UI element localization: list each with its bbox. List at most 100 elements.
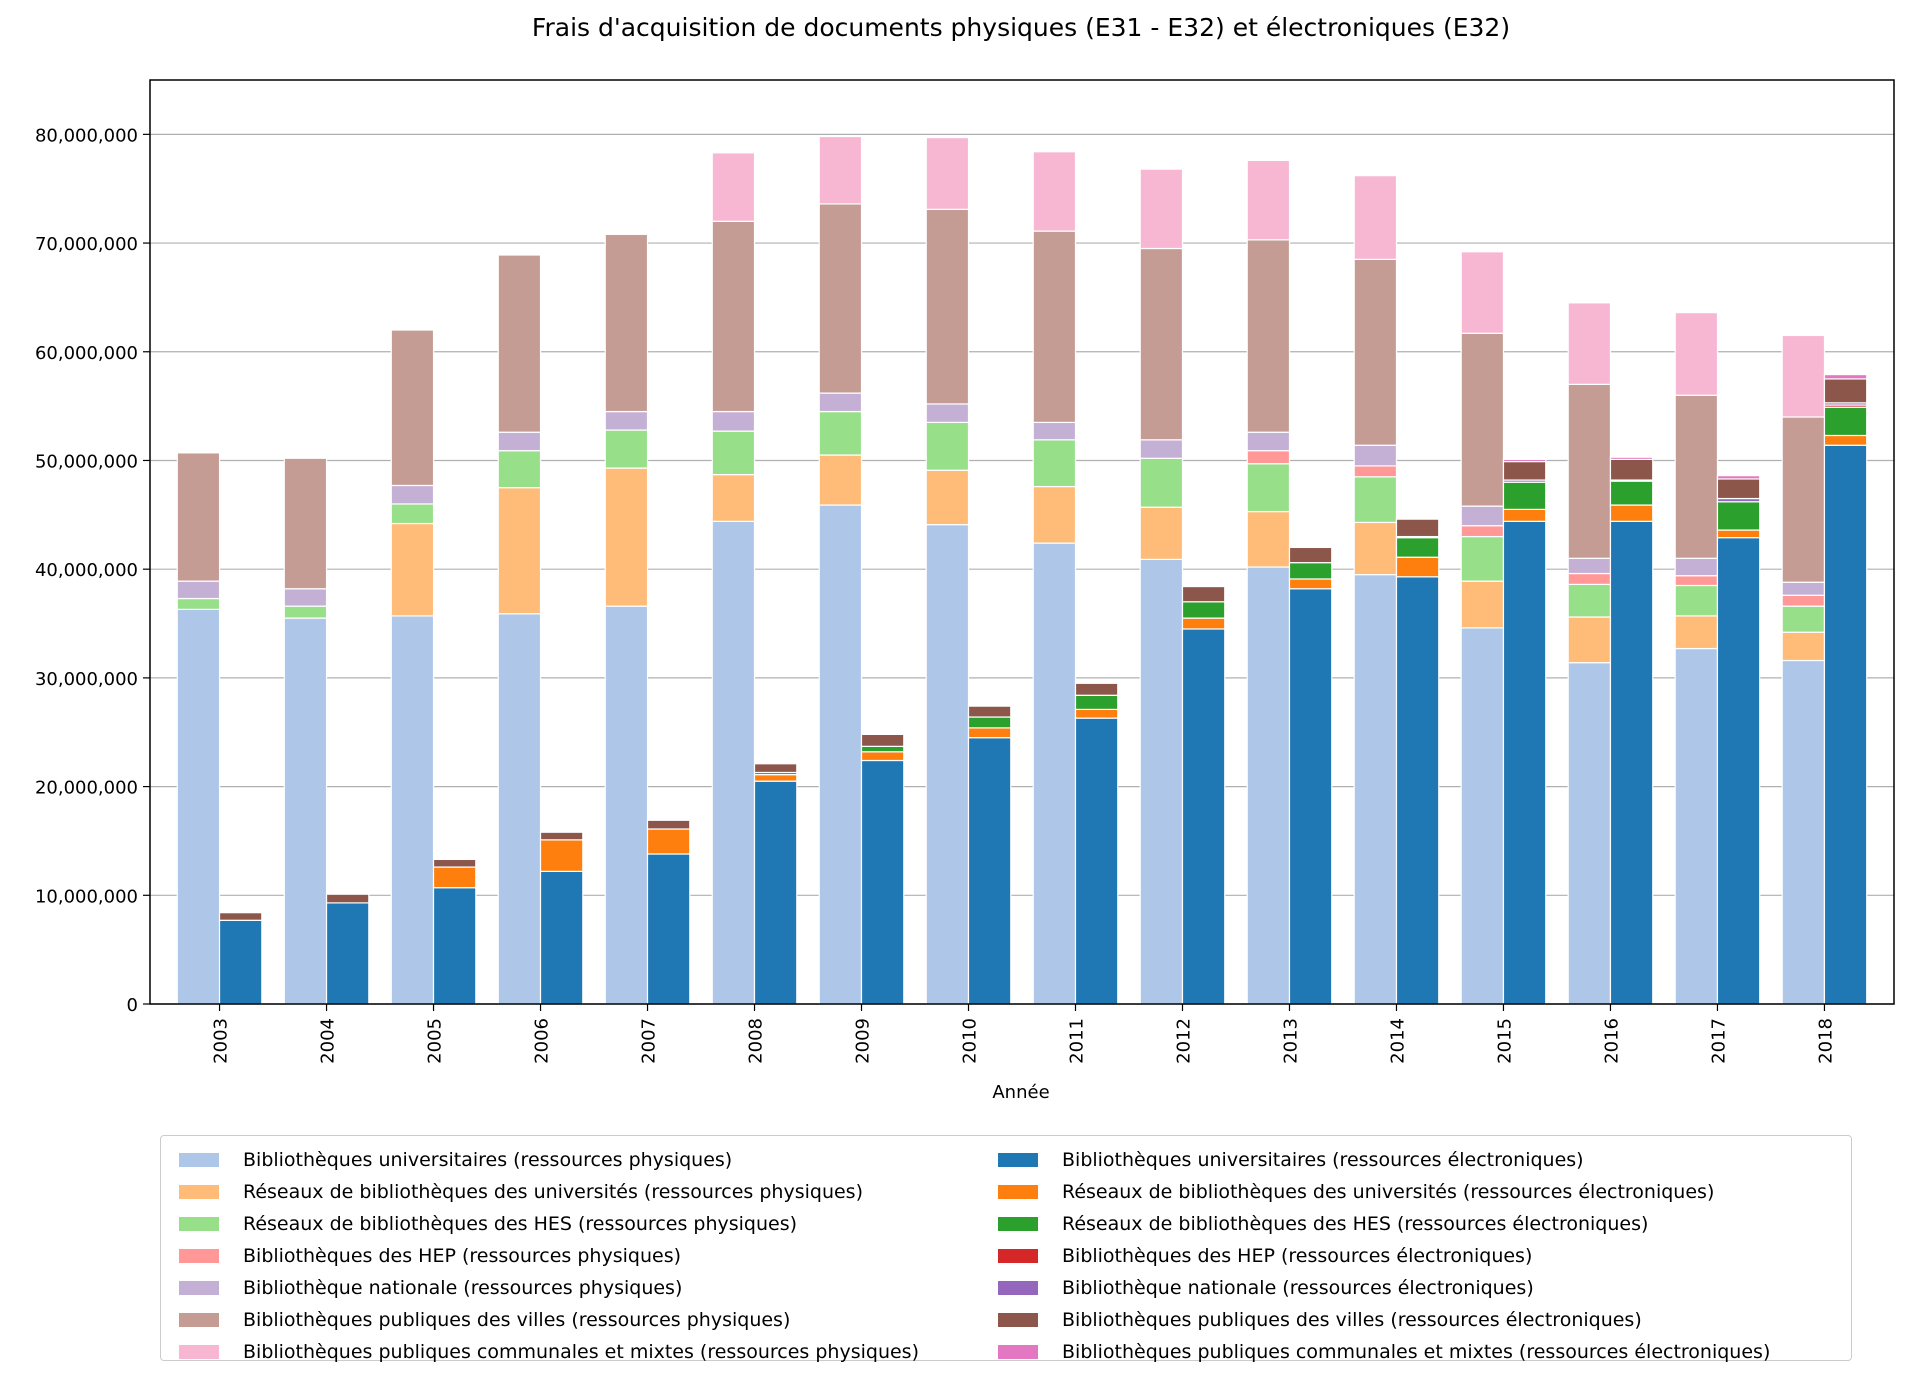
bar-segment xyxy=(1460,525,1505,538)
bar-segment xyxy=(1823,378,1868,404)
bar-segment xyxy=(1246,431,1291,452)
bar-segment xyxy=(218,912,263,921)
bar-segment xyxy=(1781,416,1826,583)
bar-segment xyxy=(1353,465,1398,478)
bar-segment xyxy=(1181,601,1226,619)
legend-item: Bibliothèques universitaires (ressources… xyxy=(179,1144,919,1176)
legend-item: Bibliothèques publiques communales et mi… xyxy=(998,1336,1770,1368)
bar-segment xyxy=(283,588,328,607)
bar-segment xyxy=(497,613,542,1005)
bar-segment xyxy=(1246,510,1291,568)
bar-segment xyxy=(1502,508,1547,522)
bar-segment xyxy=(753,774,798,782)
bars xyxy=(176,135,1868,1005)
y-tick-label: 20,000,000 xyxy=(35,778,138,799)
x-tick-label: 2010 xyxy=(960,1018,981,1064)
bar-segment xyxy=(925,469,970,526)
bar-segment xyxy=(539,831,584,841)
y-tick-label: 70,000,000 xyxy=(35,234,138,255)
bar-segment xyxy=(390,503,435,525)
bar-segment xyxy=(1181,628,1226,1005)
chart-title: Frais d'acquisition de documents physiqu… xyxy=(532,13,1510,42)
bar-segment xyxy=(497,487,542,615)
legend-swatch xyxy=(998,1313,1038,1327)
legend-column-physical: Bibliothèques universitaires (ressources… xyxy=(179,1144,919,1368)
x-tick-label: 2009 xyxy=(853,1018,874,1064)
legend: Bibliothèques universitaires (ressources… xyxy=(160,1135,1852,1363)
bar-segment xyxy=(325,902,370,1005)
x-tick-label: 2016 xyxy=(1601,1018,1622,1064)
bar-segment xyxy=(1609,520,1654,1005)
bar-segment xyxy=(1502,460,1547,481)
bar-segment xyxy=(1395,537,1440,558)
bar-segment xyxy=(1609,458,1654,481)
x-tick-label: 2015 xyxy=(1494,1018,1515,1064)
bar-segment xyxy=(860,759,905,1005)
legend-swatch xyxy=(998,1153,1038,1167)
bar-segment xyxy=(1716,478,1761,500)
bar-segment xyxy=(818,504,863,1005)
legend-swatch xyxy=(179,1313,219,1327)
bar-segment xyxy=(1460,627,1505,1005)
x-tick-label: 2003 xyxy=(211,1018,232,1064)
bar-segment xyxy=(497,431,542,452)
legend-label: Bibliothèques publiques communales et mi… xyxy=(243,1341,919,1363)
bar-segment xyxy=(497,450,542,489)
bar-segment xyxy=(1567,572,1612,585)
bar-segment xyxy=(1716,529,1761,539)
bar-segment xyxy=(1460,332,1505,507)
bar-segment xyxy=(1074,694,1119,711)
bar-segment xyxy=(1353,476,1398,524)
bar-segment xyxy=(860,733,905,747)
y-tick-label: 60,000,000 xyxy=(35,343,138,364)
legend-item: Bibliothèques des HEP (ressources électr… xyxy=(998,1240,1770,1272)
bar-segment xyxy=(432,866,477,889)
bar-segment xyxy=(176,597,221,610)
x-tick-label: 2014 xyxy=(1387,1018,1408,1064)
bar-segment xyxy=(604,467,649,607)
bar-segment xyxy=(1353,258,1398,446)
bar-segment xyxy=(711,410,756,432)
bar-segment xyxy=(497,254,542,433)
bar-segment xyxy=(1353,574,1398,1005)
bar-segment xyxy=(925,421,970,471)
bar-segment xyxy=(1781,581,1826,596)
bar-segment xyxy=(432,887,477,1005)
bar-segment xyxy=(218,919,263,1005)
bar-segment xyxy=(432,858,477,868)
legend-item: Bibliothèque nationale (ressources élect… xyxy=(998,1272,1770,1304)
bar-segment xyxy=(1674,312,1719,396)
bar-segment xyxy=(539,839,584,872)
bar-segment xyxy=(1567,583,1612,618)
legend-swatch xyxy=(179,1281,219,1295)
legend-swatch xyxy=(998,1345,1038,1359)
x-tick-label: 2017 xyxy=(1708,1018,1729,1064)
bar-segment xyxy=(1139,457,1184,508)
bar-segment xyxy=(604,605,649,1005)
legend-label: Réseaux de bibliothèques des HES (ressou… xyxy=(243,1213,798,1235)
bar-segment xyxy=(1609,504,1654,522)
bar-segment xyxy=(1395,556,1440,578)
legend-label: Bibliothèques publiques communales et mi… xyxy=(1062,1341,1771,1363)
legend-label: Bibliothèques des HEP (ressources physiq… xyxy=(243,1245,682,1267)
legend-swatch xyxy=(998,1249,1038,1263)
bar-segment xyxy=(967,727,1012,739)
legend-column-electronic: Bibliothèques universitaires (ressources… xyxy=(998,1144,1770,1368)
legend-item: Bibliothèques publiques des villes (ress… xyxy=(179,1304,919,1336)
bar-segment xyxy=(1502,458,1547,463)
legend-label: Bibliothèques publiques des villes (ress… xyxy=(1062,1309,1642,1331)
bar-segment xyxy=(711,220,756,413)
bar-segment xyxy=(1823,406,1868,437)
bar-segment xyxy=(1139,439,1184,459)
legend-swatch xyxy=(179,1345,219,1359)
bar-segment xyxy=(1139,506,1184,560)
bar-segment xyxy=(1353,444,1398,467)
bar-segment xyxy=(1395,576,1440,1005)
bar-segment xyxy=(1716,501,1761,531)
bar-segment xyxy=(283,605,328,619)
bar-segment xyxy=(646,853,691,1005)
bar-segment xyxy=(1674,575,1719,587)
bar-segment xyxy=(325,893,370,904)
bar-segment xyxy=(925,524,970,1005)
bar-segment xyxy=(176,608,221,1005)
